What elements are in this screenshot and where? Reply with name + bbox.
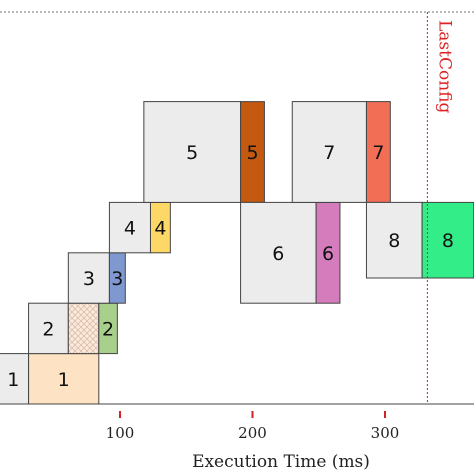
block-label-8-16: 8	[442, 230, 454, 252]
x-tick-label-300: 300	[371, 424, 400, 442]
block-3-5	[67, 252, 110, 304]
block-8-16	[421, 201, 474, 279]
block-label-8-15: 8	[388, 230, 400, 252]
block-label-4-7: 4	[124, 218, 136, 240]
block-7-13	[291, 101, 367, 203]
x-tick-label-200: 200	[238, 424, 267, 442]
block-6-11	[240, 201, 317, 304]
block-label-2-4: 2	[102, 318, 114, 340]
block-label-2-2: 2	[42, 318, 54, 340]
block-1-1	[28, 353, 100, 405]
block-label-1-1: 1	[58, 369, 70, 391]
block-label-6-12: 6	[322, 243, 334, 265]
block-2-2	[28, 302, 69, 355]
block-label-7-13: 7	[323, 142, 335, 164]
block-label-3-5: 3	[83, 268, 95, 290]
block-label-4-8: 4	[154, 218, 166, 240]
block-5-9	[143, 101, 242, 203]
marker-layer: LastConfig	[426, 12, 454, 404]
block-label-1-0: 1	[7, 369, 19, 391]
block-blank-3	[67, 302, 100, 355]
block-label-3-6: 3	[111, 268, 123, 290]
block-label-7-14: 7	[372, 142, 384, 164]
block-label-6-11: 6	[272, 243, 284, 265]
block-4-7	[108, 201, 151, 254]
blocks-layer: 1 12 23 34 45 56 67 78 8	[0, 101, 474, 405]
x-axis: 100 200 300	[0, 403, 474, 442]
x-axis-title: Execution Time (ms)	[192, 452, 370, 472]
block-label-5-10: 5	[246, 142, 258, 164]
block-label-5-9: 5	[186, 142, 198, 164]
last-config-label: LastConfig	[434, 20, 454, 114]
x-tick-label-100: 100	[106, 424, 135, 442]
